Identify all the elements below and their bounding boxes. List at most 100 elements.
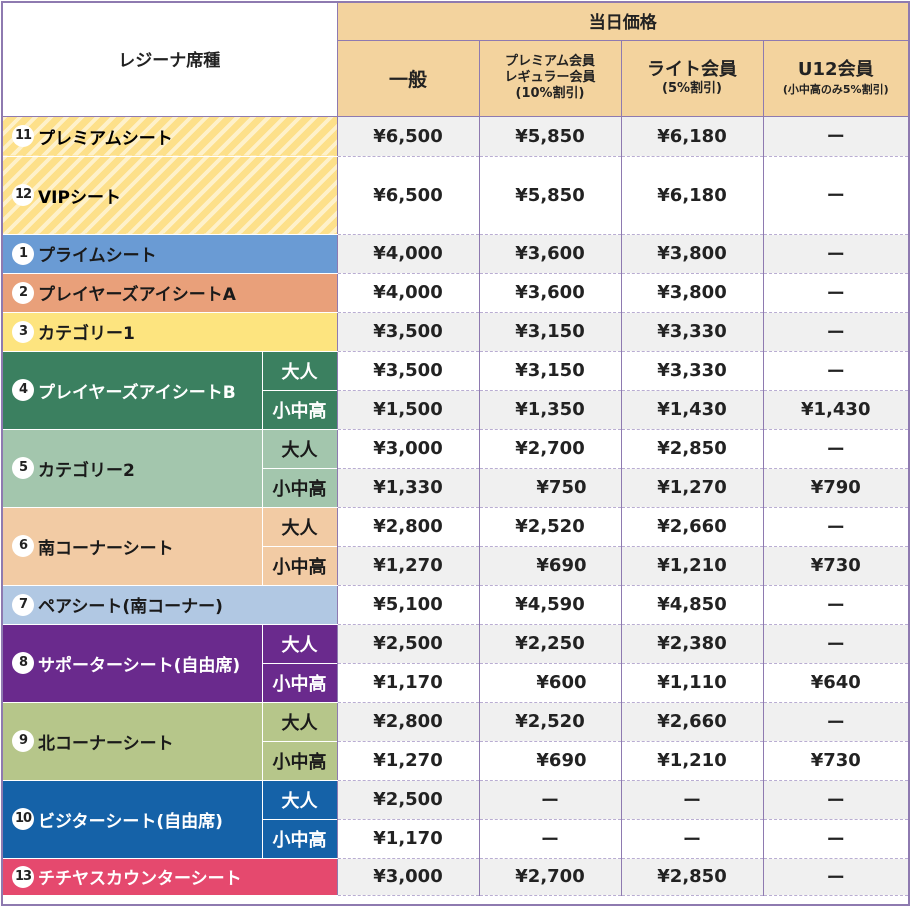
price-cell: ¥3,800 bbox=[620, 273, 763, 313]
seat-name-cell: 4 プレイヤーズアイシートB bbox=[2, 351, 262, 430]
price-cell: ¥4,590 bbox=[478, 585, 621, 625]
premium-line1: プレミアム会員 bbox=[504, 54, 596, 69]
seat-name-cell: 8 サポーターシート(自由席) bbox=[2, 624, 262, 703]
adult-label: 大人 bbox=[261, 780, 337, 820]
seat-row-student: 小中高 ¥1,270 ¥690 ¥1,210 ¥730 bbox=[2, 741, 908, 781]
seat-number-badge: 4 bbox=[12, 379, 34, 401]
price-cell: ー bbox=[762, 156, 908, 235]
price-cell: ¥3,500 bbox=[336, 351, 479, 391]
seat-name-cell: 7 ペアシート(南コーナー) bbox=[2, 585, 337, 625]
premium-column-header: プレミアム会員 レギュラー会員 (10%割引) bbox=[478, 40, 621, 117]
price-cell: ー bbox=[762, 429, 908, 469]
lite-column-header: ライト会員 (5%割引) bbox=[620, 40, 763, 117]
premium-line2: レギュラー会員 bbox=[504, 70, 596, 85]
price-cell: ¥2,660 bbox=[620, 702, 763, 742]
general-column-header: 一般 bbox=[336, 40, 479, 117]
price-cell: ー bbox=[762, 858, 908, 896]
price-cell: ー bbox=[762, 780, 908, 820]
seat-number-badge: 1 bbox=[12, 242, 34, 265]
price-cell: ¥3,800 bbox=[620, 234, 763, 274]
price-cell: ¥3,500 bbox=[336, 312, 479, 352]
price-cell: ¥750 bbox=[478, 468, 621, 508]
price-cell: ¥1,270 bbox=[336, 741, 479, 781]
lite-title: ライト会員 bbox=[647, 59, 737, 80]
seat-number-badge: 2 bbox=[12, 281, 34, 304]
price-cell: ¥730 bbox=[762, 546, 908, 586]
seat-row: 1 プライムシート ¥4,000 ¥3,600 ¥3,800 ー bbox=[2, 234, 908, 274]
seat-number-badge: 3 bbox=[12, 320, 34, 343]
price-cell: ¥3,150 bbox=[478, 351, 621, 391]
seat-name-cell: 10 ビジターシート(自由席) bbox=[2, 780, 262, 859]
price-cell: ¥3,600 bbox=[478, 234, 621, 274]
seat-name: サポーターシート(自由席) bbox=[38, 655, 241, 676]
seat-name-cell: 5 カテゴリー2 bbox=[2, 429, 262, 508]
seat-name: 北コーナーシート bbox=[38, 733, 174, 754]
price-cell: ー bbox=[762, 312, 908, 352]
price-cell: ¥690 bbox=[478, 741, 621, 781]
price-cell: ¥1,330 bbox=[336, 468, 479, 508]
seat-row: 2 プレイヤーズアイシートA ¥4,000 ¥3,600 ¥3,800 ー bbox=[2, 273, 908, 313]
price-cell: ー bbox=[762, 273, 908, 313]
seat-row: 13 チチヤスカウンターシート ¥3,000 ¥2,700 ¥2,850 ー bbox=[2, 858, 908, 896]
price-cell: ー bbox=[762, 351, 908, 391]
price-cell: ー bbox=[762, 624, 908, 664]
price-cell: ¥1,430 bbox=[620, 390, 763, 430]
seat-number-badge: 8 bbox=[12, 652, 34, 674]
seat-row-adult: 9 北コーナーシート 大人 ¥2,800 ¥2,520 ¥2,660 ー bbox=[2, 702, 908, 781]
price-cell: ー bbox=[620, 819, 763, 859]
price-cell: ¥3,150 bbox=[478, 312, 621, 352]
price-cell: ー bbox=[478, 780, 621, 820]
seat-name: カテゴリー2 bbox=[38, 460, 135, 481]
price-cell: ¥2,700 bbox=[478, 858, 621, 896]
price-cell: ¥4,850 bbox=[620, 585, 763, 625]
seat-row-adult: 5 カテゴリー2 大人 ¥3,000 ¥2,700 ¥2,850 ー bbox=[2, 429, 908, 508]
price-cell: ¥5,850 bbox=[478, 116, 621, 157]
seat-name-cell: 11 プレミアムシート bbox=[2, 116, 337, 157]
price-table-body: 11 プレミアムシート ¥6,500 ¥5,850 ¥6,180 ー 12 VIPシート ¥6,… bbox=[2, 116, 908, 896]
student-label: 小中高 bbox=[261, 741, 337, 781]
seat-name-cell: 3 カテゴリー1 bbox=[2, 312, 337, 352]
price-cell: ¥6,180 bbox=[620, 116, 763, 157]
price-cell: ¥6,180 bbox=[620, 156, 763, 235]
seat-number-badge: 12 bbox=[12, 184, 34, 206]
seat-row-adult: 6 南コーナーシート 大人 ¥2,800 ¥2,520 ¥2,660 ー bbox=[2, 507, 908, 586]
adult-label: 大人 bbox=[261, 624, 337, 664]
price-cell: ¥2,500 bbox=[336, 780, 479, 820]
seat-row-adult: 8 サポーターシート(自由席) 大人 ¥2,500 ¥2,250 ¥2,380 ー bbox=[2, 624, 908, 703]
seat-name: プレイヤーズアイシートB bbox=[38, 382, 236, 403]
seat-name-cell: 2 プレイヤーズアイシートA bbox=[2, 273, 337, 313]
price-cell: ー bbox=[762, 819, 908, 859]
seat-number-badge: 9 bbox=[12, 730, 34, 752]
price-cell: ¥5,850 bbox=[478, 156, 621, 235]
seat-row: 7 ペアシート(南コーナー) ¥5,100 ¥4,590 ¥4,850 ー bbox=[2, 585, 908, 625]
price-cell: ー bbox=[762, 585, 908, 625]
price-cell: ¥2,250 bbox=[478, 624, 621, 664]
seat-row-adult: 4 プレイヤーズアイシートB 大人 ¥3,500 ¥3,150 ¥3,330 ー bbox=[2, 351, 908, 430]
seat-row-student: 小中高 ¥1,500 ¥1,350 ¥1,430 ¥1,430 bbox=[2, 390, 908, 430]
price-cell: ¥2,850 bbox=[620, 429, 763, 469]
student-label: 小中高 bbox=[261, 390, 337, 430]
price-cell: ¥2,660 bbox=[620, 507, 763, 547]
price-cell: ¥690 bbox=[478, 546, 621, 586]
seat-row-student: 小中高 ¥1,270 ¥690 ¥1,210 ¥730 bbox=[2, 546, 908, 586]
seat-row: 12 VIPシート ¥6,500 ¥5,850 ¥6,180 ー bbox=[2, 156, 908, 235]
price-cell: ¥4,000 bbox=[336, 234, 479, 274]
price-cell: ¥1,430 bbox=[762, 390, 908, 430]
price-cell: ¥3,600 bbox=[478, 273, 621, 313]
price-cell: ¥1,110 bbox=[620, 663, 763, 703]
seat-name-cell: 13 チチヤスカウンターシート bbox=[2, 858, 337, 896]
seat-name: チチヤスカウンターシート bbox=[38, 869, 242, 889]
price-cell: ¥2,700 bbox=[478, 429, 621, 469]
price-cell: ¥790 bbox=[762, 468, 908, 508]
price-cell: ー bbox=[762, 702, 908, 742]
seat-number-badge: 7 bbox=[12, 593, 34, 616]
price-cell: ¥1,210 bbox=[620, 546, 763, 586]
price-cell: ¥2,520 bbox=[478, 507, 621, 547]
price-cell: ¥1,270 bbox=[336, 546, 479, 586]
price-cell: ¥600 bbox=[478, 663, 621, 703]
price-cell: ー bbox=[762, 116, 908, 157]
seat-row-adult: 10 ビジターシート(自由席) 大人 ¥2,500 ーーー bbox=[2, 780, 908, 859]
price-cell: ¥1,170 bbox=[336, 819, 479, 859]
seat-name: プレミアムシート bbox=[38, 128, 173, 149]
